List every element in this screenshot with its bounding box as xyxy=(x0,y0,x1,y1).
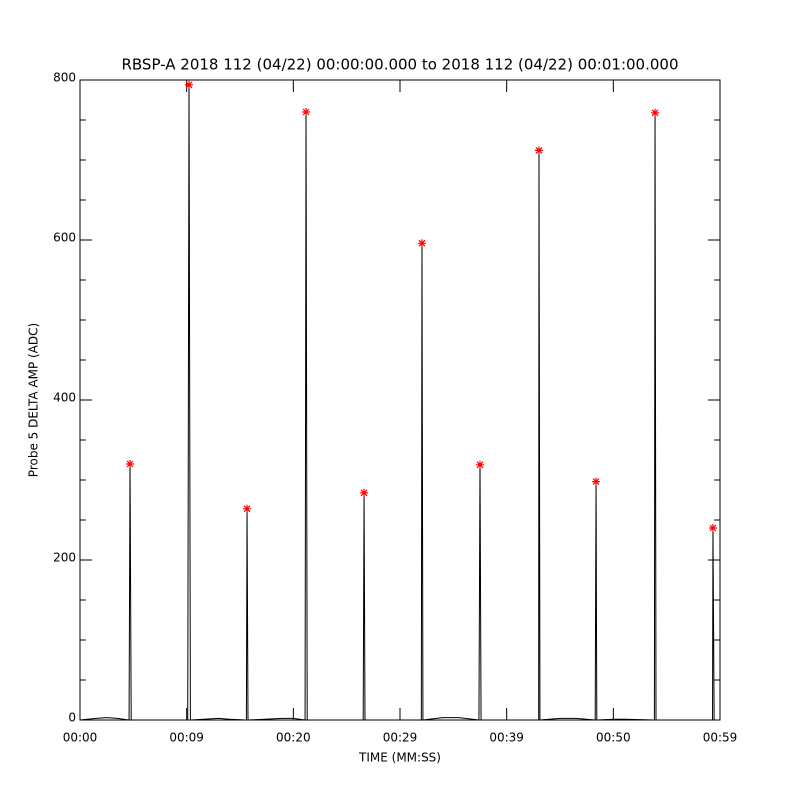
peak-marker xyxy=(302,108,311,116)
y-tick-label: 400 xyxy=(53,391,76,405)
x-tick-label: 00:09 xyxy=(169,731,204,745)
peak-marker xyxy=(651,108,660,117)
y-tick-label: 800 xyxy=(53,71,76,85)
y-tick-label: 600 xyxy=(53,231,76,245)
peak-marker xyxy=(185,80,194,89)
y-tick-label: 200 xyxy=(53,551,76,565)
x-tick-label: 00:20 xyxy=(276,731,311,745)
peak-marker xyxy=(360,488,369,497)
x-tick-label: 00:59 xyxy=(703,731,738,745)
plot-frame xyxy=(79,79,721,721)
x-axis-label: TIME (MM:SS) xyxy=(358,751,441,765)
peak-marker xyxy=(476,460,484,469)
x-tick-label: 00:00 xyxy=(63,731,98,745)
peak-marker xyxy=(534,146,543,155)
peak-marker xyxy=(126,460,135,468)
chart-title: RBSP-A 2018 112 (04/22) 00:00:00.000 to … xyxy=(121,56,678,74)
x-tick-label: 00:29 xyxy=(383,731,418,745)
peak-marker xyxy=(592,477,601,486)
peak-marker xyxy=(708,524,717,532)
y-axis-label: Probe 5 DELTA AMP (ADC) xyxy=(27,323,41,477)
x-tick-label: 00:39 xyxy=(489,731,524,745)
peak-marker xyxy=(417,239,426,248)
x-tick-label: 00:50 xyxy=(596,731,631,745)
y-tick-label: 0 xyxy=(68,711,76,725)
peak-marker xyxy=(243,504,252,513)
data-line xyxy=(79,84,720,721)
